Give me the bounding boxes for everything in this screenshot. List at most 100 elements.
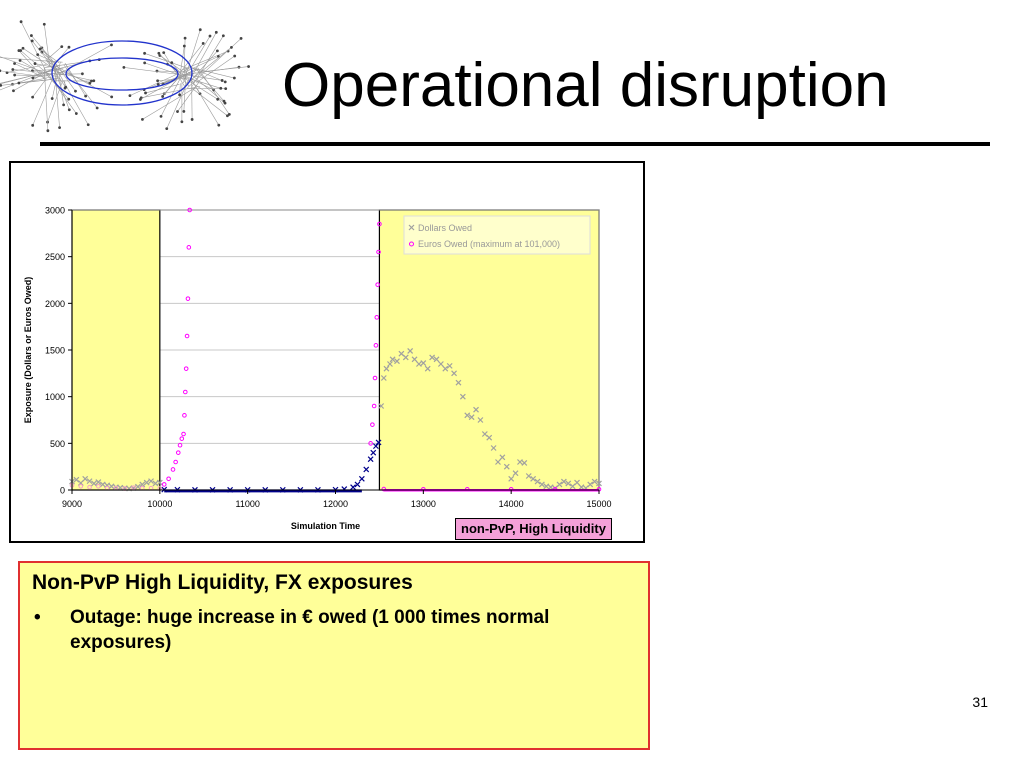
euros-point (374, 315, 380, 320)
dollars-point (538, 481, 545, 488)
dollars-point (508, 475, 515, 482)
euros-point (183, 366, 189, 371)
dollars-point (525, 473, 532, 479)
dollars-point (490, 445, 497, 451)
dollars-point (499, 454, 506, 461)
euros-point (377, 221, 382, 227)
dollars-point (464, 412, 471, 419)
dollars-point (512, 470, 519, 477)
x-tick-label: 14000 (499, 499, 524, 509)
euros-point (87, 484, 92, 490)
dollars-point (156, 479, 163, 486)
dollars-point (411, 356, 418, 363)
dollars-point (433, 356, 440, 363)
exposure-scatter-chart: 0 500 1000 1500 2000 2500 3000 9000 10000 11000 12… (23, 206, 612, 532)
euros-point (175, 450, 181, 455)
dollars-point (367, 456, 374, 463)
dollars-point (77, 480, 84, 486)
euros-point (552, 486, 558, 492)
euros-point (373, 343, 379, 348)
euros-point (375, 282, 380, 287)
dollars-point (442, 365, 449, 372)
x-tick-label: 11000 (235, 499, 259, 509)
euros-point (186, 245, 192, 250)
dollars-point (455, 379, 462, 386)
dollars-point (99, 481, 106, 488)
y-tick-label: 3000 (45, 206, 65, 216)
shaded-region (378, 209, 600, 491)
dollars-point (446, 362, 453, 369)
dollars-point (350, 484, 356, 491)
dollars-point (565, 480, 572, 487)
dollars-point (451, 370, 457, 377)
dollars-point (370, 449, 377, 456)
euros-point (464, 486, 470, 492)
dollars-point (517, 459, 523, 465)
dollars-point (73, 476, 80, 483)
dollars-point (560, 478, 567, 485)
dollars-point (143, 479, 150, 486)
dollars-point (556, 481, 563, 488)
chart-frame: 0 500 1000 1500 2000 2500 3000 9000 10000 11000 12… (9, 161, 645, 543)
title-divider (40, 142, 990, 146)
bullet-icon: • (34, 607, 41, 628)
euros-point (131, 485, 136, 490)
euros-point (187, 207, 192, 213)
dollars-point (358, 475, 365, 482)
dollars-point (402, 354, 409, 361)
euros-point (78, 483, 84, 489)
euros-point (368, 441, 373, 446)
dollars-point (378, 403, 385, 409)
dollars-point (139, 481, 146, 488)
notes-heading: Non-PvP High Liquidity, FX exposures (32, 571, 413, 594)
euros-point (183, 389, 188, 395)
dollars-point (574, 479, 580, 486)
dollars-point (91, 480, 97, 487)
dollars-point (108, 483, 115, 490)
euros-point (177, 442, 183, 448)
dollars-point (387, 361, 393, 367)
dollars-point (148, 478, 154, 485)
dollars-point (380, 375, 387, 381)
dollars-point (383, 365, 390, 372)
x-tick-label: 12000 (323, 499, 348, 509)
euros-point (170, 467, 176, 472)
y-tick-label: 1500 (45, 346, 65, 356)
y-axis-label: Exposure (Dollars or Euros Owed) (23, 277, 33, 424)
page-number: 31 (972, 694, 988, 710)
scenario-label: non-PvP, High Liquidity (455, 518, 612, 540)
dollars-point (363, 466, 370, 473)
dollars-point (375, 439, 382, 446)
dollars-point (437, 361, 444, 367)
dollars-point (152, 480, 159, 487)
dollars-point (407, 348, 414, 354)
x-axis-label: Simulation Time (291, 521, 360, 531)
network-graph-logo (0, 20, 250, 133)
notes-bullet-text: Outage: huge increase in € owed (1 000 t… (70, 607, 550, 653)
shaded-region (71, 209, 161, 491)
x-tick-label: 13000 (411, 499, 436, 509)
euros-point (376, 249, 381, 255)
dollars-point (86, 478, 93, 485)
dollars-point (429, 354, 436, 361)
legend-label-dollars: Dollars Owed (418, 223, 472, 233)
dollars-point (424, 365, 431, 372)
dollars-point (543, 483, 550, 490)
euros-point (372, 375, 378, 381)
y-tick-label: 2000 (45, 299, 65, 309)
y-tick-label: 1000 (45, 392, 65, 402)
dollars-point (503, 463, 510, 470)
dollars-point (578, 484, 585, 491)
euros-point (96, 483, 101, 489)
y-tick-label: 2500 (45, 252, 65, 262)
euros-point (166, 476, 171, 482)
dollars-point (495, 459, 501, 465)
dollars-point (591, 478, 598, 485)
dollars-point (534, 478, 541, 485)
euros-point (184, 333, 190, 339)
dollars-point (459, 393, 466, 400)
notes-bullet-item: • Outage: huge increase in € owed (1 000… (32, 605, 636, 655)
dollars-point (95, 479, 102, 485)
euros-point (381, 486, 387, 492)
dollars-point (372, 443, 379, 450)
